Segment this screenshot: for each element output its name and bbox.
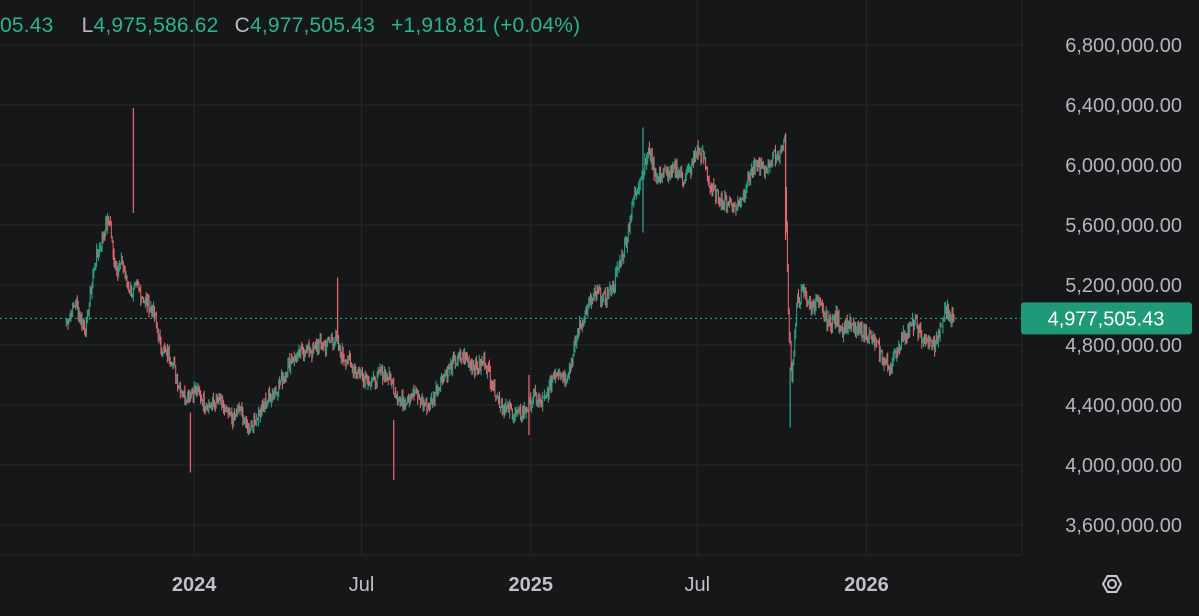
y-tick-label: 6,400,000.00 — [1065, 95, 1182, 117]
y-tick-label: 3,600,000.00 — [1065, 515, 1182, 537]
open-value: 05.43 — [0, 14, 54, 37]
time-axis[interactable]: 2024 Jul 2025 Jul 2026 — [172, 574, 889, 596]
x-tick-label: 2024 — [172, 574, 217, 596]
y-tick-label: 4,800,000.00 — [1065, 335, 1182, 357]
change-value: +1,918.81 (+0.04%) — [391, 14, 581, 37]
y-tick-label: 4,000,000.00 — [1065, 455, 1182, 477]
last-price-label: 4,977,505.43 — [1048, 308, 1165, 330]
price-axis[interactable]: 6,800,000.00 6,400,000.00 6,000,000.00 5,60… — [1021, 35, 1192, 537]
ohlc-legend: 05.43 L4,975,586.62 C4,977,505.43 +1,918… — [0, 6, 580, 46]
x-tick-label: 2026 — [844, 574, 889, 596]
low-value: 4,975,586.62 — [93, 14, 219, 37]
y-tick-label: 6,000,000.00 — [1065, 155, 1182, 177]
close-key: C — [234, 14, 250, 37]
x-tick-label: 2025 — [509, 574, 554, 596]
x-tick-label: Jul — [684, 574, 710, 596]
close-value: 4,977,505.43 — [249, 14, 375, 37]
last-price-badge — [1021, 302, 1192, 335]
settings-hexagon-icon[interactable] — [1094, 566, 1130, 602]
low-key: L — [81, 14, 94, 37]
grid — [0, 0, 1023, 556]
y-tick-label: 4,400,000.00 — [1065, 395, 1182, 417]
y-tick-label: 5,600,000.00 — [1065, 215, 1182, 237]
y-tick-label: 5,200,000.00 — [1065, 275, 1182, 297]
x-tick-label: Jul — [349, 574, 375, 596]
price-series — [65, 108, 955, 480]
y-tick-label: 6,800,000.00 — [1065, 35, 1182, 57]
